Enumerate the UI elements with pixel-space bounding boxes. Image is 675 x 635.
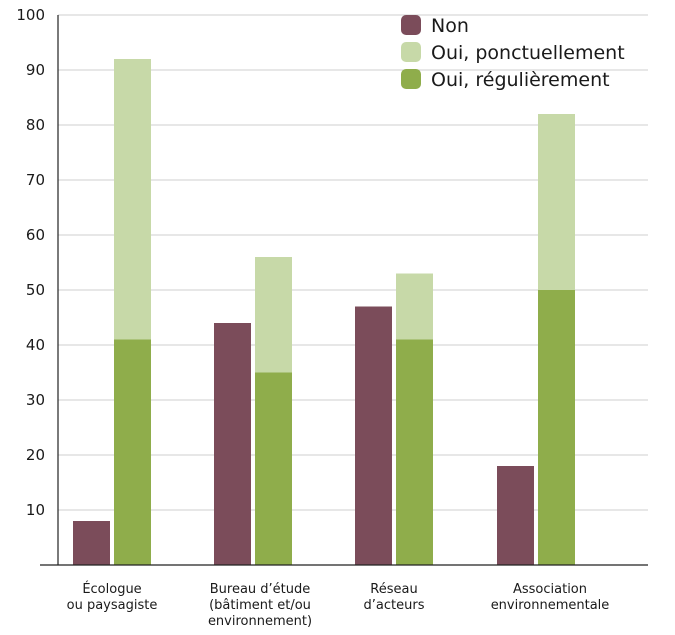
legend-item: Oui, ponctuellement	[401, 42, 625, 64]
category-label-line: d’acteurs	[364, 598, 425, 613]
category-label: Bureau d’étude(bâtiment et/ouenvironneme…	[208, 582, 312, 629]
gridlines	[58, 14, 648, 511]
bars	[73, 59, 575, 565]
y-tick-label: 30	[26, 391, 45, 409]
bar-oui-ponctuellement	[255, 257, 292, 373]
y-tick-label: 20	[26, 446, 45, 464]
category-label-line: (bâtiment et/ou	[209, 598, 311, 613]
category-label-line: Bureau d’étude	[210, 582, 311, 597]
bar-oui-regulierement	[396, 339, 433, 565]
y-tick-label: 70	[26, 171, 45, 189]
category-label-line: environnement)	[208, 614, 312, 629]
bar-non	[214, 323, 251, 565]
bar-non	[497, 466, 534, 565]
bar-oui-ponctuellement	[114, 59, 151, 340]
legend-label: Oui, ponctuellement	[431, 42, 625, 64]
bar-oui-regulierement	[255, 372, 292, 565]
legend: Non Oui, ponctuellement Oui, régulièrement	[401, 15, 625, 91]
bar-non	[355, 306, 392, 565]
y-tick-label: 100	[16, 6, 45, 24]
legend-item: Non	[401, 15, 469, 37]
y-tick-label: 50	[26, 281, 45, 299]
legend-swatch	[401, 15, 421, 35]
legend-label: Non	[431, 15, 469, 37]
bar-oui-regulierement	[538, 290, 575, 565]
y-tick-label: 80	[26, 116, 45, 134]
bar-non	[73, 521, 110, 565]
bar-oui-regulierement	[114, 339, 151, 565]
legend-swatch	[401, 69, 421, 89]
bar-oui-ponctuellement	[538, 114, 575, 290]
y-axis-ticks: 10 20 30 40 50 60 70 80 90 100	[16, 6, 45, 519]
y-tick-label: 60	[26, 226, 45, 244]
y-tick-label: 40	[26, 336, 45, 354]
category-label-line: Écologue	[82, 581, 141, 597]
category-label-line: Association	[513, 582, 587, 597]
category-label-line: Réseau	[370, 582, 417, 597]
category-label-line: ou paysagiste	[67, 598, 158, 613]
bar-oui-ponctuellement	[396, 273, 433, 340]
legend-item: Oui, régulièrement	[401, 69, 610, 91]
y-tick-label: 90	[26, 61, 45, 79]
legend-swatch	[401, 42, 421, 62]
legend-label: Oui, régulièrement	[431, 69, 610, 91]
y-tick-label: 10	[26, 501, 45, 519]
category-label-line: environnementale	[491, 598, 610, 613]
